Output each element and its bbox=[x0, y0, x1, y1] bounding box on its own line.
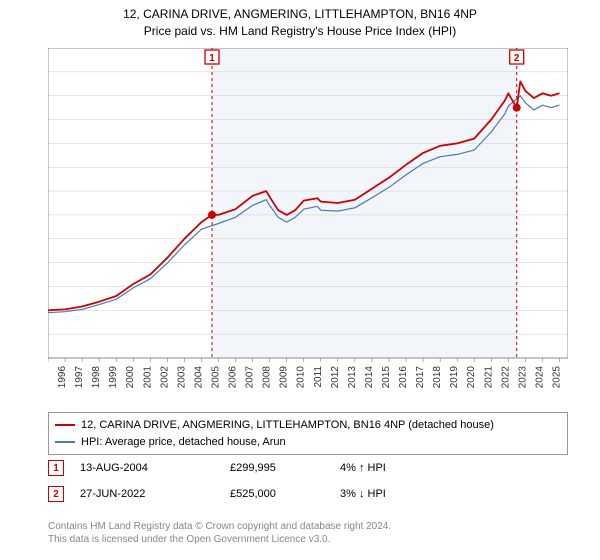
svg-text:2015: 2015 bbox=[381, 366, 392, 388]
svg-text:1995: 1995 bbox=[48, 366, 51, 388]
legend-label-property: 12, CARINA DRIVE, ANGMERING, LITTLEHAMPT… bbox=[81, 417, 494, 434]
footer-line1: Contains HM Land Registry data © Crown c… bbox=[48, 520, 568, 533]
title-line1: 12, CARINA DRIVE, ANGMERING, LITTLEHAMPT… bbox=[0, 6, 600, 23]
svg-text:2019: 2019 bbox=[449, 366, 460, 388]
legend-label-hpi: HPI: Average price, detached house, Arun bbox=[81, 434, 286, 451]
svg-text:2017: 2017 bbox=[415, 366, 426, 388]
svg-text:1: 1 bbox=[209, 53, 215, 64]
sale-marker-1-num: 1 bbox=[53, 463, 59, 474]
sale-price-1: £299,995 bbox=[230, 462, 340, 474]
footer-line2: This data is licensed under the Open Gov… bbox=[48, 533, 568, 546]
svg-text:2004: 2004 bbox=[193, 366, 204, 388]
sale-marker-2-num: 2 bbox=[53, 489, 59, 500]
svg-text:2021: 2021 bbox=[483, 366, 494, 388]
footer: Contains HM Land Registry data © Crown c… bbox=[48, 520, 568, 546]
svg-text:2018: 2018 bbox=[432, 366, 443, 388]
svg-text:2010: 2010 bbox=[296, 366, 307, 388]
svg-text:2012: 2012 bbox=[330, 366, 341, 388]
svg-text:2016: 2016 bbox=[398, 366, 409, 388]
legend-swatch-property bbox=[55, 424, 75, 426]
svg-text:2011: 2011 bbox=[313, 366, 324, 388]
title-block: 12, CARINA DRIVE, ANGMERING, LITTLEHAMPT… bbox=[0, 0, 600, 40]
svg-text:2023: 2023 bbox=[517, 366, 528, 388]
sale-delta-2: 3% ↓ HPI bbox=[340, 488, 386, 500]
svg-text:2003: 2003 bbox=[176, 366, 187, 388]
svg-text:2009: 2009 bbox=[279, 366, 290, 388]
legend-row-property: 12, CARINA DRIVE, ANGMERING, LITTLEHAMPT… bbox=[55, 417, 561, 434]
chart-area: £0£50K£100K£150K£200K£250K£300K£350K£400… bbox=[48, 48, 568, 388]
svg-text:2013: 2013 bbox=[347, 366, 358, 388]
svg-text:1997: 1997 bbox=[74, 366, 85, 388]
svg-text:2024: 2024 bbox=[534, 366, 545, 388]
svg-text:2000: 2000 bbox=[125, 366, 136, 388]
title-line2: Price paid vs. HM Land Registry's House … bbox=[0, 23, 600, 40]
svg-text:2020: 2020 bbox=[466, 366, 477, 388]
svg-text:2005: 2005 bbox=[210, 366, 221, 388]
svg-text:2025: 2025 bbox=[551, 366, 562, 388]
legend-row-hpi: HPI: Average price, detached house, Arun bbox=[55, 434, 561, 451]
sale-row-2: 2 27-JUN-2022 £525,000 3% ↓ HPI bbox=[48, 486, 568, 502]
svg-text:2007: 2007 bbox=[245, 366, 256, 388]
sale-date-1: 13-AUG-2004 bbox=[80, 462, 230, 474]
svg-text:2002: 2002 bbox=[159, 366, 170, 388]
svg-text:2001: 2001 bbox=[142, 366, 153, 388]
svg-text:2014: 2014 bbox=[364, 366, 375, 388]
sale-price-2: £525,000 bbox=[230, 488, 340, 500]
sale-date-2: 27-JUN-2022 bbox=[80, 488, 230, 500]
sale-row-1: 1 13-AUG-2004 £299,995 4% ↑ HPI bbox=[48, 460, 568, 476]
svg-text:1996: 1996 bbox=[57, 366, 68, 388]
sale-delta-1: 4% ↑ HPI bbox=[340, 462, 386, 474]
legend-box: 12, CARINA DRIVE, ANGMERING, LITTLEHAMPT… bbox=[48, 412, 568, 455]
svg-text:2: 2 bbox=[514, 53, 520, 64]
svg-text:2006: 2006 bbox=[228, 366, 239, 388]
svg-text:1998: 1998 bbox=[91, 366, 102, 388]
chart-svg: £0£50K£100K£150K£200K£250K£300K£350K£400… bbox=[48, 48, 568, 388]
svg-text:2008: 2008 bbox=[262, 366, 273, 388]
svg-text:1999: 1999 bbox=[108, 366, 119, 388]
svg-text:2022: 2022 bbox=[500, 366, 511, 388]
sale-marker-1: 1 bbox=[48, 460, 64, 476]
legend-swatch-hpi bbox=[55, 441, 75, 443]
chart-container: 12, CARINA DRIVE, ANGMERING, LITTLEHAMPT… bbox=[0, 0, 600, 560]
sale-marker-2: 2 bbox=[48, 486, 64, 502]
